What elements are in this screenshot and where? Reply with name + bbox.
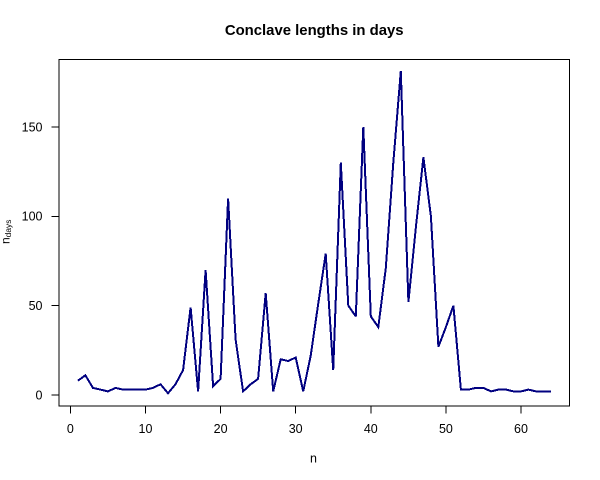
svg-text:50: 50 (29, 299, 43, 313)
svg-text:n: n (310, 451, 317, 465)
svg-text:0: 0 (36, 388, 43, 402)
svg-text:150: 150 (22, 120, 43, 134)
svg-text:10: 10 (139, 422, 153, 436)
svg-text:20: 20 (214, 422, 228, 436)
svg-text:30: 30 (289, 422, 303, 436)
svg-text:60: 60 (514, 422, 528, 436)
svg-text:40: 40 (364, 422, 378, 436)
svg-text:100: 100 (22, 210, 43, 224)
svg-text:Conclave lengths in days: Conclave lengths in days (225, 23, 404, 39)
svg-text:0: 0 (67, 422, 74, 436)
svg-text:50: 50 (439, 422, 453, 436)
